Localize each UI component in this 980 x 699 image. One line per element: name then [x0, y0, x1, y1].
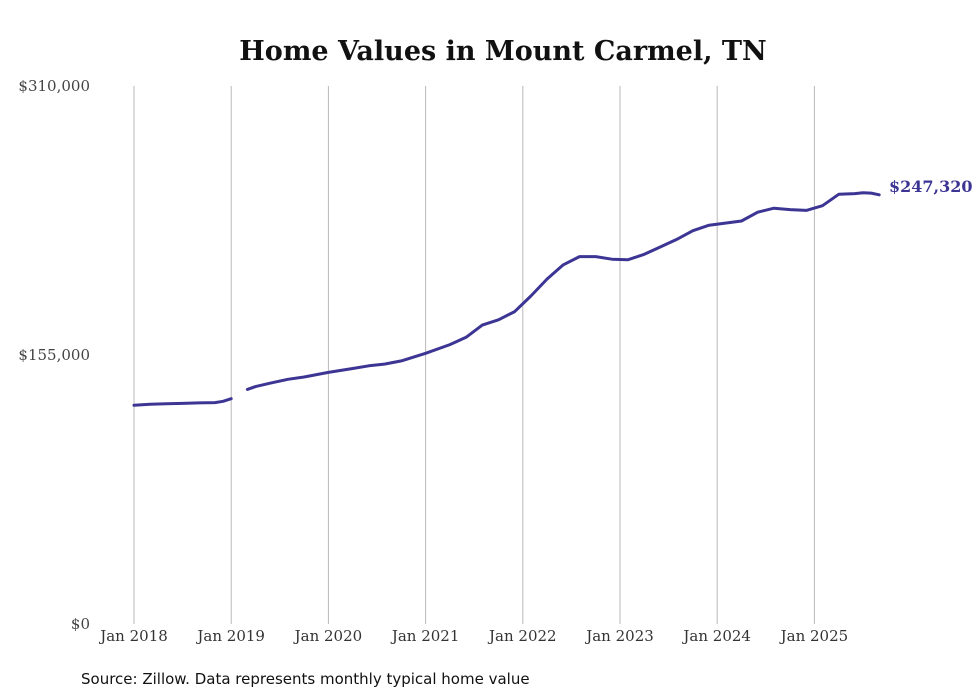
- y-axis-ticks: $0 $155,000 $310,000: [18, 77, 90, 633]
- x-axis-ticks: Jan 2018 Jan 2019 Jan 2020 Jan 2021 Jan 2022…: [98, 627, 848, 645]
- series-home-value: [132, 191, 881, 407]
- end-value-label: $247,320: [889, 177, 973, 196]
- series-line-segment: [132, 397, 233, 407]
- x-tick-label: Jan 2019: [195, 627, 265, 645]
- y-tick-label: $155,000: [18, 346, 90, 364]
- x-tick-label: Jan 2022: [487, 627, 557, 645]
- x-tick-label: Jan 2020: [293, 627, 363, 645]
- x-tick-label: Jan 2018: [98, 627, 168, 645]
- x-tick-label: Jan 2024: [681, 627, 751, 645]
- x-tick-label: Jan 2021: [390, 627, 460, 645]
- gridlines: [133, 86, 815, 624]
- source-note: Source: Zillow. Data represents monthly …: [81, 670, 530, 688]
- chart-title: Home Values in Mount Carmel, TN: [239, 36, 766, 67]
- x-tick-label: Jan 2025: [779, 627, 849, 645]
- y-tick-label: $0: [71, 615, 90, 633]
- y-tick-label: $310,000: [18, 77, 90, 95]
- series-line-segment: [245, 191, 881, 391]
- x-tick-label: Jan 2023: [584, 627, 654, 645]
